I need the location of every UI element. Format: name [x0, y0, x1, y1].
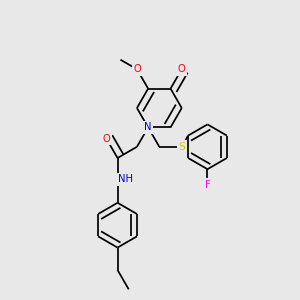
Text: O: O — [178, 64, 186, 74]
Text: N: N — [144, 122, 152, 132]
Text: O: O — [103, 134, 110, 144]
Text: NH: NH — [118, 175, 133, 184]
Text: S: S — [178, 142, 185, 152]
Text: O: O — [133, 64, 141, 74]
Text: F: F — [205, 180, 210, 190]
